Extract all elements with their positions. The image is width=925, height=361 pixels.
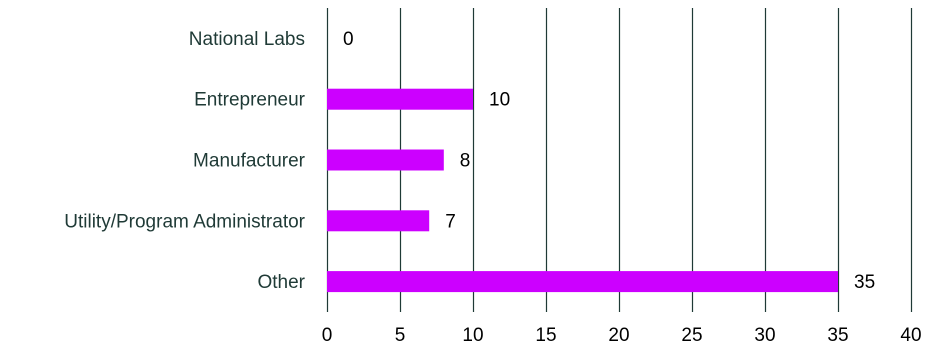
x-tick-label: 0 (322, 325, 333, 346)
bar (327, 149, 444, 171)
x-tick-label: 10 (462, 325, 483, 346)
category-label: Manufacturer (193, 151, 306, 172)
category-label: Utility/Program Administrator (64, 211, 305, 232)
x-tick-label: 20 (608, 325, 629, 346)
bar (327, 88, 473, 110)
data-label: 10 (489, 90, 510, 111)
category-label: National Labs (189, 29, 305, 50)
x-tick-label: 30 (754, 325, 775, 346)
bar (327, 210, 430, 232)
bars (327, 88, 838, 293)
data-label: 35 (854, 272, 875, 293)
data-label: 0 (343, 29, 354, 50)
x-tick-label: 5 (395, 325, 406, 346)
data-label: 7 (445, 211, 456, 232)
category-label: Entrepreneur (194, 90, 306, 111)
x-axis-tick-labels: 0 5 10 15 20 25 30 35 40 (322, 325, 922, 346)
x-tick-label: 15 (535, 325, 556, 346)
data-label: 8 (460, 151, 471, 172)
bar (327, 271, 838, 293)
data-labels: 0 10 8 7 35 (343, 29, 875, 293)
x-tick-label: 25 (681, 325, 702, 346)
category-labels: National Labs Entrepreneur Manufacturer Uti… (64, 29, 305, 293)
gridlines (326, 8, 913, 312)
category-label: Other (257, 272, 305, 293)
x-tick-label: 40 (900, 325, 921, 346)
x-tick-label: 35 (827, 325, 848, 346)
